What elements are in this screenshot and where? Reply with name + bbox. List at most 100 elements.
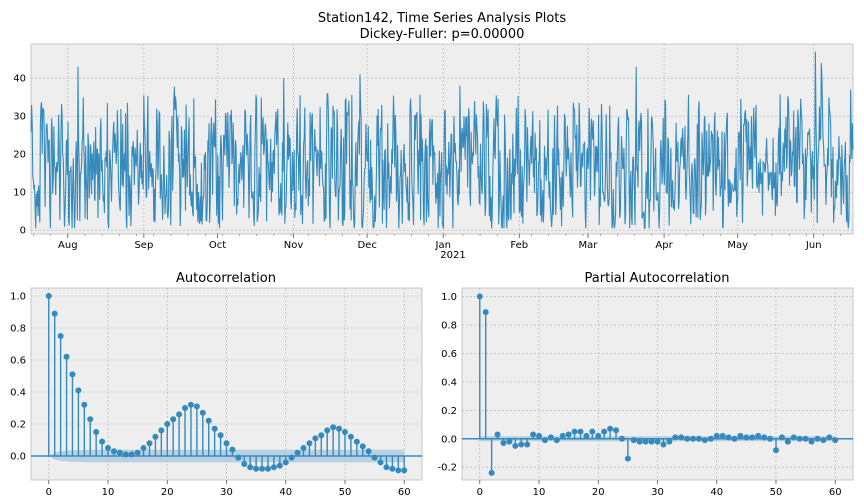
year-label: 2021: [440, 250, 465, 261]
acf-point: [383, 464, 389, 470]
pacf-point: [566, 431, 572, 437]
acf-point: [81, 402, 87, 408]
acf-point: [135, 450, 141, 456]
pacf-y-tick-label: 1.0: [441, 292, 457, 303]
acf-point: [164, 421, 170, 427]
ts-x-tick-label: Mar: [579, 240, 599, 251]
acf-chart: Autocorrelation 0 10 20 30 40 50 60 0.0 0.2 0.4 0…: [10, 271, 422, 498]
pacf-y-tick-label: 0.8: [441, 320, 457, 331]
acf-point: [389, 466, 395, 472]
acf-point: [360, 443, 366, 449]
acf-point: [200, 410, 206, 416]
pacf-x-tick-label: 10: [533, 487, 546, 498]
acf-point: [259, 466, 265, 472]
pacf-point: [572, 429, 578, 435]
ts-y-tick-label: 30: [13, 112, 26, 123]
acf-point: [283, 459, 289, 465]
acf-point: [87, 416, 93, 422]
acf-point: [212, 426, 218, 432]
acf-x-tick-label: 20: [161, 487, 174, 498]
pacf-point: [625, 456, 631, 462]
pacf-point: [524, 441, 530, 447]
acf-point: [152, 434, 158, 440]
acf-y-tick-label: 0.0: [10, 452, 26, 463]
acf-point: [46, 293, 52, 299]
ts-y-tick-label: 20: [13, 150, 26, 161]
pacf-y-tick-label: 0.2: [441, 406, 457, 417]
acf-point: [182, 405, 188, 411]
acf-point: [224, 440, 230, 446]
acf-point: [348, 434, 354, 440]
acf-point: [58, 333, 64, 339]
acf-x-tick-label: 60: [398, 487, 411, 498]
acf-point: [312, 435, 318, 441]
acf-y-tick-label: 1.0: [10, 292, 26, 303]
pacf-point: [773, 447, 779, 453]
acf-point: [69, 371, 75, 377]
pacf-point: [495, 431, 501, 437]
pacf-point: [483, 309, 489, 315]
acf-x-tick-label: 0: [46, 487, 52, 498]
pacf-point: [477, 294, 483, 300]
pacf-y-tick-label: 0.6: [441, 349, 457, 360]
pacf-x-tick-label: 40: [710, 487, 723, 498]
acf-point: [218, 432, 224, 438]
pacf-point: [601, 429, 607, 435]
figure-title-line2: Dickey-Fuller: p=0.00000: [360, 27, 525, 42]
ts-x-tick-label: Nov: [284, 240, 304, 251]
ts-y-tick-label: 10: [13, 188, 26, 199]
acf-x-tick-label: 30: [220, 487, 233, 498]
figure-title-line1: Station142, Time Series Analysis Plots: [318, 11, 567, 26]
pacf-x-tick-label: 50: [770, 487, 783, 498]
pacf-title: Partial Autocorrelation: [585, 271, 730, 286]
acf-title: Autocorrelation: [176, 271, 276, 286]
acf-point: [141, 445, 147, 451]
acf-point: [170, 416, 176, 422]
acf-x-tick-label: 50: [339, 487, 352, 498]
acf-point: [271, 464, 277, 470]
pacf-point: [518, 441, 524, 447]
acf-y-tick-label: 0.8: [10, 324, 26, 335]
acf-point: [324, 427, 330, 433]
acf-point: [395, 467, 401, 473]
acf-point: [253, 466, 259, 472]
acf-point: [93, 429, 99, 435]
acf-point: [342, 429, 348, 435]
ts-x-tick-label: Feb: [510, 240, 528, 251]
time-series-chart: Aug Sep Oct Nov Dec Jan Feb Mar Apr May Jun 0 10 20 3…: [13, 44, 853, 261]
acf-point: [99, 439, 105, 445]
acf-point: [401, 467, 407, 473]
acf-point: [241, 461, 247, 467]
ts-x-tick-label: May: [727, 240, 748, 251]
acf-point: [306, 440, 312, 446]
acf-point: [176, 411, 182, 417]
pacf-y-tick-label: 0.4: [441, 377, 457, 388]
acf-point: [146, 440, 152, 446]
acf-point: [277, 463, 283, 469]
ts-x-tick-label: Apr: [655, 240, 673, 251]
pacf-chart: Partial Autocorrelation 0 10 20 30 40 50 60 -0…: [437, 271, 853, 498]
acf-y-tick-label: 0.4: [10, 388, 26, 399]
acf-point: [295, 450, 301, 456]
acf-point: [330, 424, 336, 430]
pacf-point: [660, 441, 666, 447]
pacf-point: [489, 470, 495, 476]
acf-point: [111, 448, 117, 454]
ts-x-tick-label: Aug: [58, 240, 78, 251]
acf-point: [188, 402, 194, 408]
ts-y-tick-label: 40: [13, 74, 26, 85]
acf-point: [158, 427, 164, 433]
pacf-point: [607, 426, 613, 432]
acf-point: [301, 445, 307, 451]
pacf-point: [613, 427, 619, 433]
acf-point: [378, 459, 384, 465]
pacf-x-tick-label: 0: [477, 487, 483, 498]
acf-point: [247, 464, 253, 470]
acf-x-tick-label: 10: [102, 487, 115, 498]
acf-point: [366, 448, 372, 454]
acf-point: [117, 450, 123, 456]
ts-x-tick-label: Sep: [134, 240, 153, 251]
pacf-x-tick-label: 60: [829, 487, 842, 498]
acf-point: [265, 466, 271, 472]
